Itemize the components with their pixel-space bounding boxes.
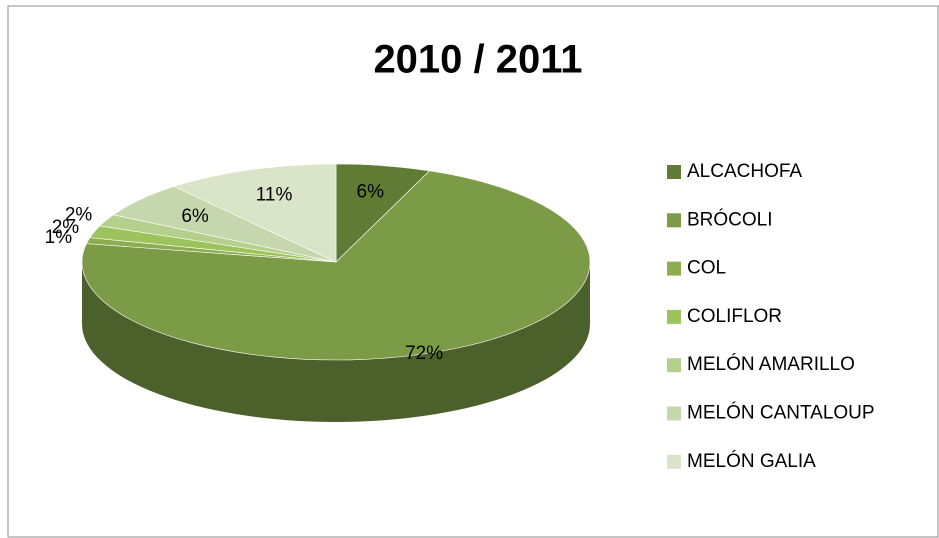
legend-label: ALCACHOFA [687,161,802,182]
data-label: 11% [256,185,293,206]
legend-label: COLIFLOR [687,306,782,327]
slice [173,163,337,263]
data-label: 6% [357,182,385,203]
chart-title: 2010 / 2011 [373,38,582,82]
legend-swatch [667,213,681,228]
data-label: 2% [52,217,80,238]
legend-swatch [667,358,681,373]
legend-label: MELÓN AMARILLO [687,353,855,375]
legend-label: MELÓN GALIA [687,450,816,472]
legend-label: BRÓCOLI [687,208,773,230]
data-label: 2% [65,204,93,225]
legend-swatch [667,454,681,469]
slice [81,170,591,361]
pie: 6% 72% 1%2%2% 6% 11% [45,163,591,422]
legend: ALCACHOFA BRÓCOLI COL COLIFLOR MELÓN AMARILL… [667,161,875,472]
data-label: 1% [45,227,73,248]
legend-swatch [667,165,681,179]
legend-swatch [667,406,681,421]
data-label: 6% [181,206,209,227]
data-label: 72% [405,343,443,364]
legend-label: MELÓN CANTALOUP [687,402,875,424]
legend-label: COL [687,258,726,279]
legend-swatch [667,309,681,324]
slice-side [82,262,590,422]
legend-swatch [667,261,681,276]
